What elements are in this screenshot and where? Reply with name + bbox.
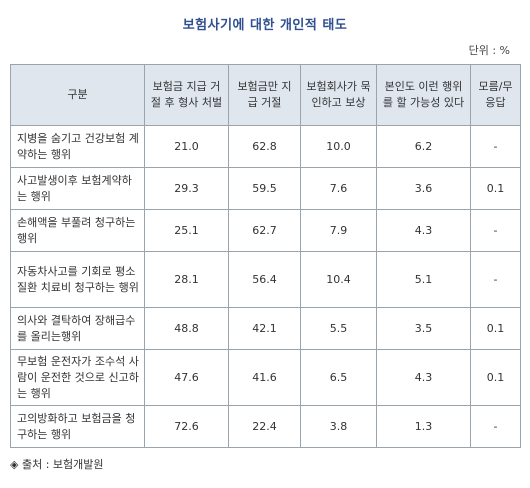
- table-row: 자동차사고를 기회로 평소 질환 치료비 청구하는 행위 28.1 56.4 10.4…: [10, 251, 521, 308]
- table-cell: 41.6: [228, 349, 301, 406]
- row-label: 사고발생이후 보험계약하는 행위: [10, 167, 145, 210]
- row-label: 지병을 숨기고 건강보험 계약하는 행위: [10, 125, 145, 168]
- table-cell: 56.4: [228, 251, 301, 308]
- table-cell: 3.5: [376, 307, 471, 350]
- table-cell: 22.4: [228, 405, 301, 448]
- table-cell: 7.6: [300, 167, 377, 210]
- header-category: 구분: [10, 64, 145, 126]
- table-header-row: 구분 보험금 지급 거절 후 형사 처벌 보험금만 지급 거절 보험회사가 묵인…: [10, 64, 521, 126]
- source-note: ◈ 출처 : 보험개발원: [10, 458, 104, 471]
- table-cell: 0.1: [470, 167, 521, 210]
- row-label: 고의방화하고 보험금을 청구하는 행위: [10, 405, 145, 448]
- table-cell: 62.8: [228, 125, 301, 168]
- table-cell: 59.5: [228, 167, 301, 210]
- table-cell: -: [470, 251, 521, 308]
- row-label: 자동차사고를 기회로 평소 질환 치료비 청구하는 행위: [10, 251, 145, 308]
- table-cell: 21.0: [144, 125, 229, 168]
- table-cell: 25.1: [144, 209, 229, 252]
- table-cell: 4.3: [376, 209, 471, 252]
- table-cell: 6.5: [300, 349, 377, 406]
- table-cell: 6.2: [376, 125, 471, 168]
- header-no-answer: 모름/무응답: [470, 64, 521, 126]
- header-denial-and-punishment: 보험금 지급 거절 후 형사 처벌: [144, 64, 229, 126]
- table-cell: 48.8: [144, 307, 229, 350]
- table-cell: 0.1: [470, 307, 521, 350]
- row-label: 손해액을 부풀려 청구하는 행위: [10, 209, 145, 252]
- table-cell: 5.5: [300, 307, 377, 350]
- unit-label: 단위 : %: [468, 44, 510, 57]
- table-cell: 28.1: [144, 251, 229, 308]
- table-row: 지병을 숨기고 건강보험 계약하는 행위 21.0 62.8 10.0 6.2-: [10, 125, 521, 168]
- table-row: 고의방화하고 보험금을 청구하는 행위 72.6 22.4 3.8 1.3-: [10, 405, 521, 448]
- table-cell: 5.1: [376, 251, 471, 308]
- table-cell: 7.9: [300, 209, 377, 252]
- table-cell: 3.6: [376, 167, 471, 210]
- row-label: 무보험 운전자가 조수석 사람이 운전한 것으로 신고하는 행위: [10, 349, 145, 406]
- table-cell: 47.6: [144, 349, 229, 406]
- table-cell: -: [470, 405, 521, 448]
- table-cell: 1.3: [376, 405, 471, 448]
- table-cell: 4.3: [376, 349, 471, 406]
- table-row: 손해액을 부풀려 청구하는 행위 25.1 62.7 7.9 4.3-: [10, 209, 521, 252]
- row-label: 의사와 결탁하여 장해급수를 올리는행위: [10, 307, 145, 350]
- header-self-possibility: 본인도 이런 행위를 할 가능성 있다: [376, 64, 471, 126]
- table-cell: 10.0: [300, 125, 377, 168]
- attitude-table: 구분 보험금 지급 거절 후 형사 처벌 보험금만 지급 거절 보험회사가 묵인…: [10, 64, 521, 448]
- table-cell: 72.6: [144, 405, 229, 448]
- table-cell: 3.8: [300, 405, 377, 448]
- table-row: 무보험 운전자가 조수석 사람이 운전한 것으로 신고하는 행위 47.6 41.6…: [10, 349, 521, 406]
- table-cell: -: [470, 125, 521, 168]
- table-cell: 10.4: [300, 251, 377, 308]
- header-denial-only: 보험금만 지급 거절: [228, 64, 301, 126]
- table-cell: 42.1: [228, 307, 301, 350]
- table-cell: 29.3: [144, 167, 229, 210]
- header-insurer-tolerates: 보험회사가 묵인하고 보상: [300, 64, 377, 126]
- table-row: 사고발생이후 보험계약하는 행위 29.3 59.5 7.6 3.6 0.1: [10, 167, 521, 210]
- table-cell: -: [470, 209, 521, 252]
- table-row: 의사와 결탁하여 장해급수를 올리는행위 48.8 42.1 5.5 3.5 0.1: [10, 307, 521, 350]
- page-title: 보험사기에 대한 개인적 태도: [182, 18, 348, 33]
- table-cell: 62.7: [228, 209, 301, 252]
- table-cell: 0.1: [470, 349, 521, 406]
